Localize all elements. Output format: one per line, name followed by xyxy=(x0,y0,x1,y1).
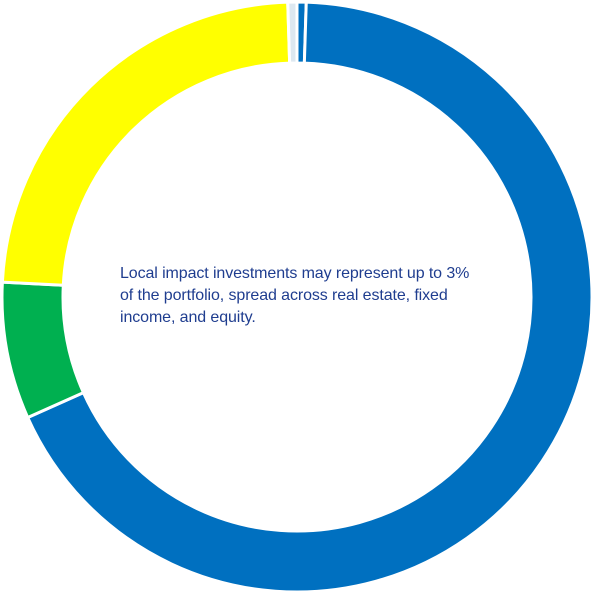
donut-slice-2 xyxy=(26,0,594,591)
donut-slice-3 xyxy=(0,280,85,420)
donut-slice-4 xyxy=(0,0,292,287)
donut-slice-5 xyxy=(286,0,299,65)
center-annotation: Local impact investments may represent u… xyxy=(120,265,470,326)
